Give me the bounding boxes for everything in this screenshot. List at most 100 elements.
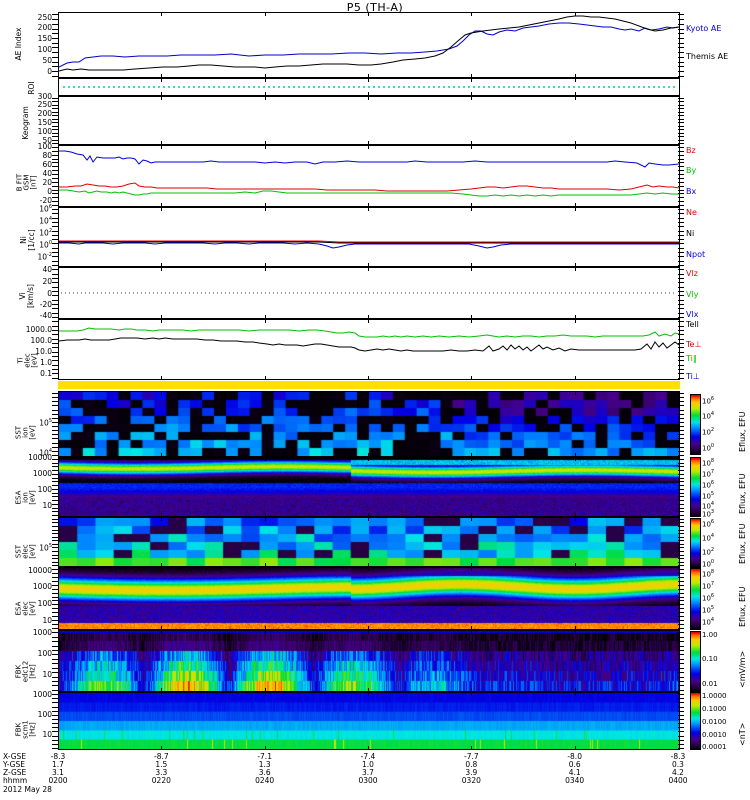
axis-minor-tick (678, 14, 684, 16)
axis-minor-tick (52, 66, 58, 68)
axis-tick (471, 78, 473, 82)
axis-minor-tick (678, 364, 684, 366)
legend-vlx: Vlx (686, 310, 699, 319)
axis-minor-tick (678, 351, 684, 353)
axis-minor-tick (52, 612, 58, 614)
axis-minor-tick (52, 507, 58, 509)
panel-sst-elec (58, 517, 680, 567)
axis-tick (574, 513, 576, 517)
ae-ytick: 100 (37, 45, 52, 54)
axis-minor-tick (52, 193, 58, 195)
axis-minor-tick (52, 747, 58, 749)
axis-minor-tick (678, 75, 684, 77)
axis-minor-tick (52, 118, 58, 120)
x-axis-tick-value: -8.3 (50, 752, 66, 761)
axis-minor-tick (52, 558, 58, 560)
axis-minor-tick (678, 694, 684, 696)
axis-tick (368, 567, 369, 571)
axis-minor-tick (678, 568, 684, 570)
axis-minor-tick (52, 658, 58, 660)
esa-elec-ytick: 1000 (32, 582, 52, 591)
axis-tick (264, 12, 266, 16)
ae-ytick: 150 (37, 34, 52, 43)
axis-tick (471, 315, 473, 319)
cb-fbk-scm1-tick: 0.0001 (702, 743, 727, 751)
axis-minor-tick (52, 47, 58, 49)
axis-minor-tick (52, 481, 58, 483)
cb-esa-ion-title: Eflux, EFU (738, 473, 747, 515)
axis-minor-tick (52, 19, 58, 21)
x-axis-date: 2012 May 28 (3, 785, 52, 794)
esa-elec-ytick: 10 (42, 616, 52, 625)
axis-minor-tick (678, 689, 684, 691)
axis-minor-tick (678, 454, 684, 456)
sst-ion-ytick: 104 (39, 448, 52, 458)
axis-tick (368, 513, 369, 517)
fbk-scm1-ytick: 1000 (32, 690, 52, 699)
cb-fbk-edc12-title: <mV/m> (738, 650, 747, 688)
axis-minor-tick (52, 533, 58, 535)
axis-minor-tick (52, 139, 58, 141)
panel-bfit (58, 145, 680, 207)
axis-minor-tick (678, 507, 684, 509)
axis-minor-tick (52, 488, 58, 490)
axis-minor-tick (52, 37, 58, 39)
axis-tick (471, 513, 473, 517)
axis-tick (574, 141, 576, 145)
axis-minor-tick (52, 373, 58, 375)
axis-minor-tick (52, 442, 58, 444)
axis-minor-tick (52, 430, 58, 432)
axis-minor-tick (678, 356, 684, 358)
axis-tick (264, 391, 266, 395)
ae-index-ylabel: AE Index (14, 27, 23, 61)
axis-minor-tick (52, 462, 58, 464)
axis-tick (161, 207, 163, 211)
axis-tick (161, 457, 163, 461)
ae-ytick: 0 (47, 67, 52, 76)
legend-themis-ae: Themis AE (686, 52, 729, 61)
axis-minor-tick (52, 685, 58, 687)
axis-minor-tick (52, 252, 58, 253)
axis-minor-tick (678, 377, 684, 379)
axis-tick (161, 513, 163, 517)
axis-minor-tick (678, 342, 684, 344)
axis-minor-tick (52, 101, 58, 103)
axis-minor-tick (678, 321, 684, 323)
axis-tick (574, 319, 576, 323)
axis-minor-tick (52, 727, 58, 729)
axis-tick (264, 567, 266, 571)
axis-minor-tick (52, 217, 58, 219)
axis-tick (264, 688, 266, 692)
axis-minor-tick (52, 694, 58, 696)
axis-minor-tick (678, 181, 684, 183)
axis-tick (368, 92, 369, 96)
axis-minor-tick (678, 47, 684, 49)
axis-tick (264, 263, 266, 267)
bfit-ytick: 0 (47, 187, 52, 196)
x-axis-tick-value: 0240 (255, 776, 275, 785)
axis-minor-tick (678, 334, 684, 336)
axis-minor-tick (678, 295, 684, 297)
esa-ion-ylabel: ESA ion [eV] (14, 490, 37, 505)
axis-minor-tick (52, 75, 58, 77)
keogram-ytick: 50 (42, 136, 52, 145)
axis-minor-tick (52, 676, 58, 678)
axis-tick (471, 263, 473, 267)
axis-minor-tick (678, 111, 684, 113)
panel-fbk-edc12 (58, 630, 680, 692)
axis-minor-tick (678, 735, 684, 737)
axis-tick (368, 319, 369, 323)
cb-sst-ion-tick: 106 (702, 396, 715, 406)
axis-minor-tick (678, 698, 684, 700)
x-axis-tick-value: 0.8 (465, 760, 478, 769)
axis-minor-tick (52, 536, 58, 538)
axis-minor-tick (52, 470, 58, 472)
axis-minor-tick (52, 146, 58, 148)
axis-minor-tick (678, 663, 684, 665)
axis-tick (368, 207, 369, 211)
axis-minor-tick (52, 525, 58, 527)
axis-minor-tick (678, 706, 684, 708)
axis-minor-tick (678, 604, 684, 606)
axis-minor-tick (52, 565, 58, 567)
axis-tick (161, 203, 163, 207)
